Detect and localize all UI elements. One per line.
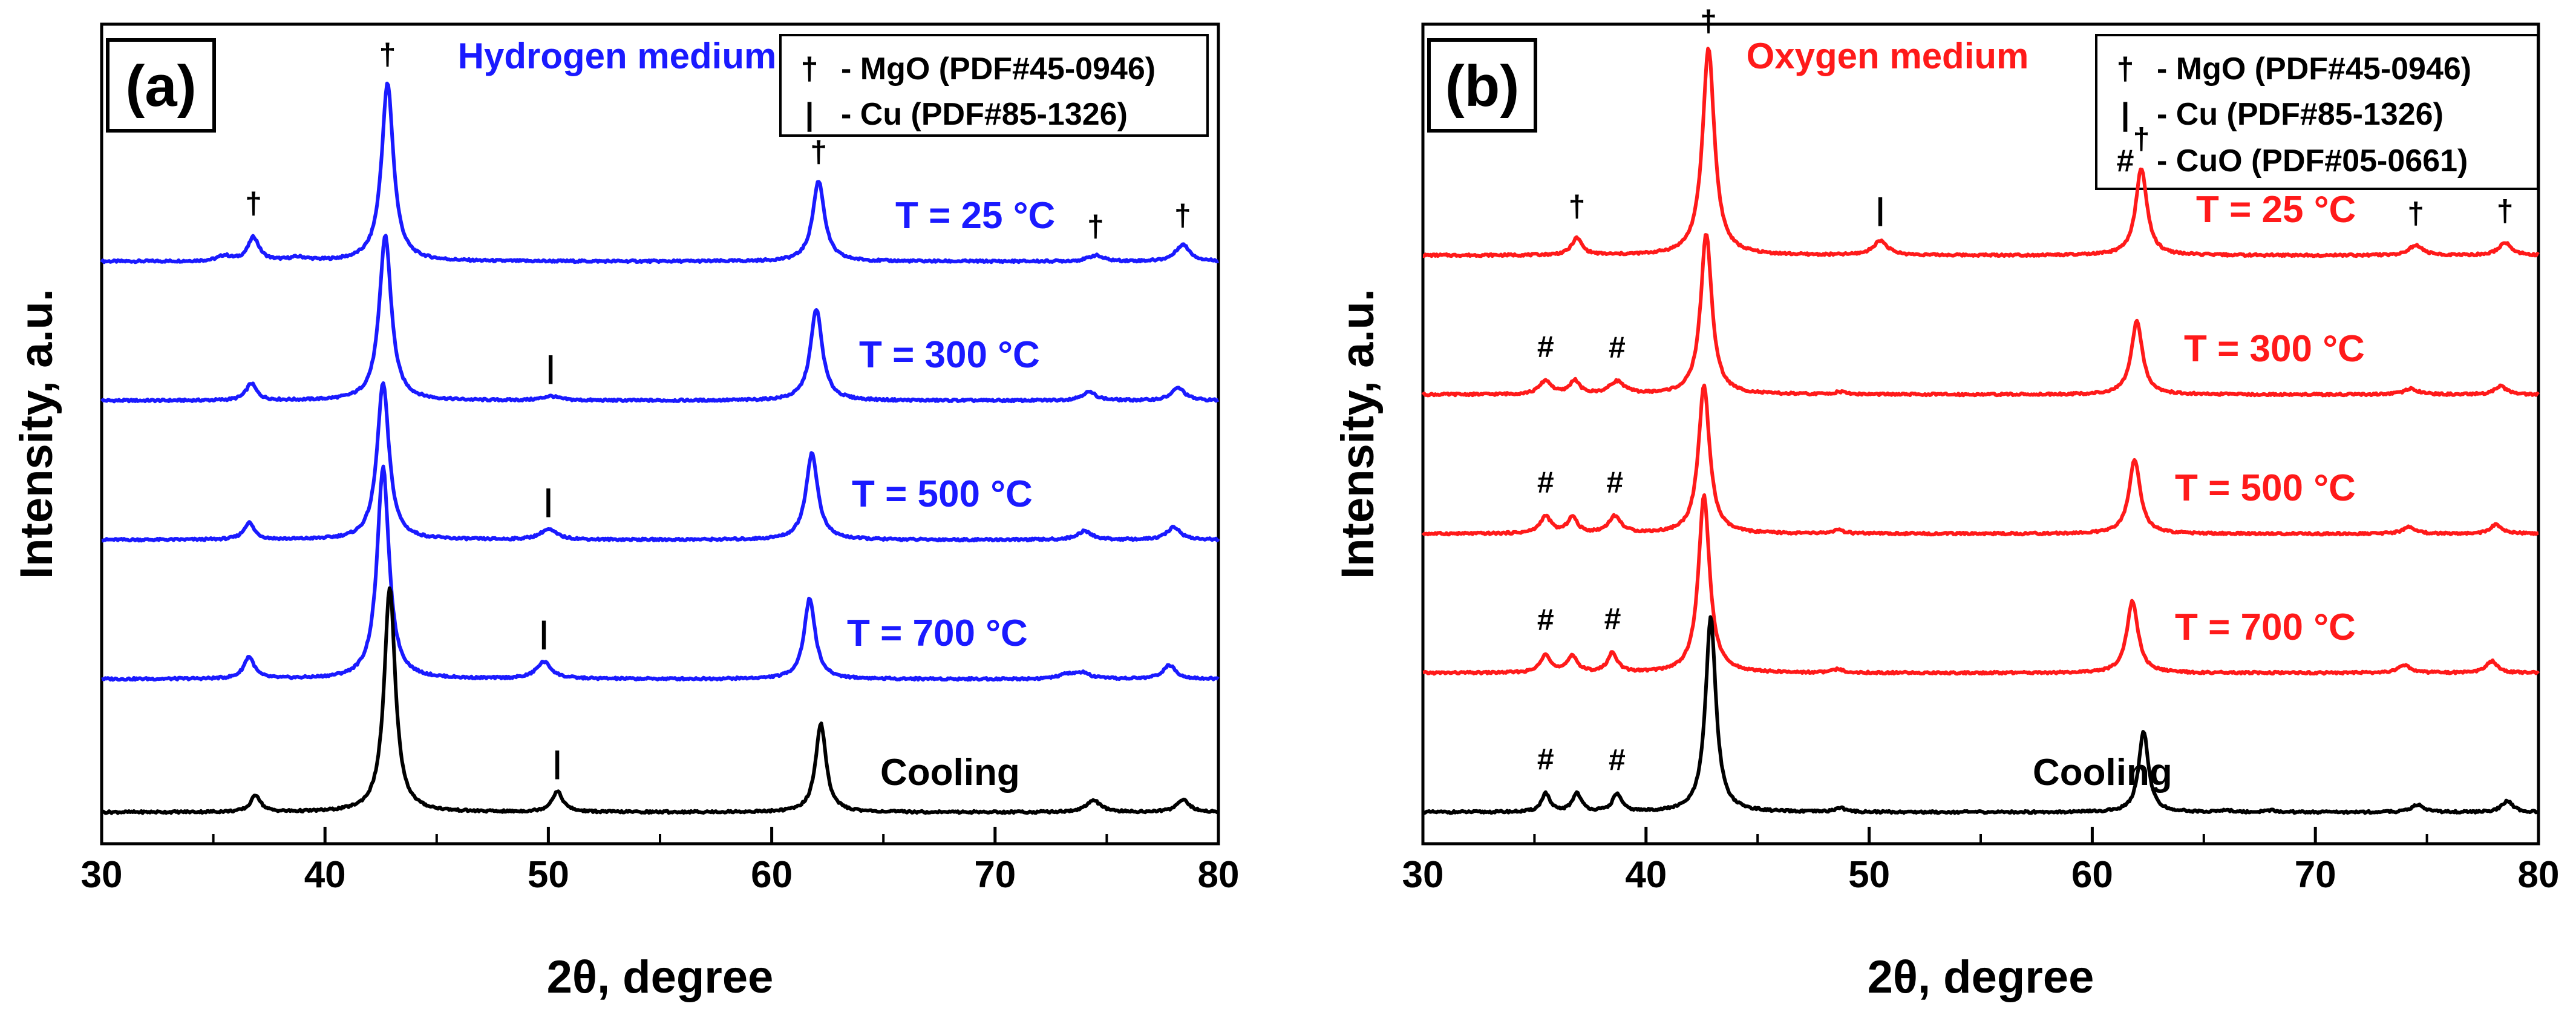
legend-entry: - Cu (PDF#85-1326) bbox=[2157, 97, 2444, 132]
panel-label: (b) bbox=[1445, 54, 1520, 119]
legend-symbol: | bbox=[2121, 97, 2130, 132]
peak-marker: † bbox=[2133, 122, 2150, 156]
panel-label-box bbox=[1427, 38, 1537, 133]
x-tick-label: 40 bbox=[1625, 854, 1667, 896]
x-tick-label: 70 bbox=[974, 854, 1016, 896]
panel-a-hydrogen: 30 40 50 60 70 80 2θ, degree Intensity, a.u. (a)… bbox=[11, 22, 1240, 1003]
y-axis-label: Intensity, a.u. bbox=[1332, 289, 1384, 579]
legend-entry: - MgO (PDF#45-0946) bbox=[2157, 51, 2471, 87]
series-label: T = 700 °C bbox=[2175, 606, 2356, 648]
series-line-t-300-c bbox=[1421, 233, 2540, 398]
peak-marker: # bbox=[1604, 602, 1621, 636]
peak-marker: | bbox=[553, 746, 561, 780]
x-tick-label: 60 bbox=[2071, 854, 2113, 896]
peak-marker: # bbox=[1609, 330, 1626, 364]
series-label: Cooling bbox=[2033, 752, 2172, 793]
peak-marker: # bbox=[1609, 743, 1626, 777]
x-tick-label: 70 bbox=[2295, 854, 2336, 896]
series-line-cooling bbox=[1421, 615, 2540, 815]
peak-marker: † bbox=[2407, 197, 2424, 231]
series-label: T = 500 °C bbox=[2175, 467, 2356, 509]
series-line-t-700-c bbox=[1422, 493, 2540, 676]
peak-marker: † bbox=[1569, 189, 1586, 223]
series-line-cooling bbox=[100, 586, 1220, 815]
series-label: T = 500 °C bbox=[852, 473, 1033, 515]
peak-marker: | bbox=[546, 350, 555, 384]
series-line-t-700-c bbox=[101, 464, 1220, 682]
legend-box bbox=[779, 34, 1209, 137]
peak-marker: † bbox=[1174, 199, 1191, 232]
peak-marker: † bbox=[2497, 194, 2514, 228]
peak-marker: # bbox=[1537, 330, 1554, 364]
panel-b-oxygen: 30 40 50 60 70 80 2θ, degree Intensity, a.u. (b)… bbox=[1332, 4, 2559, 1003]
x-tick-label: 30 bbox=[81, 854, 123, 896]
peak-marker: | bbox=[1876, 192, 1885, 226]
peak-marker: # bbox=[1537, 743, 1554, 777]
legend-entry: - CuO (PDF#05-0661) bbox=[2157, 143, 2468, 179]
series-line-t-300-c bbox=[100, 234, 1220, 404]
legend-box bbox=[2095, 34, 2539, 190]
series-line-t-500-c bbox=[101, 381, 1220, 543]
peak-marker: | bbox=[544, 484, 552, 518]
peak-marker: † bbox=[1700, 4, 1717, 38]
legend: † - MgO (PDF#45-0946) | - Cu (PDF#85-1326) bbox=[779, 34, 1209, 137]
peak-marker: # bbox=[1537, 465, 1554, 499]
series-label: T = 25 °C bbox=[2196, 189, 2356, 231]
x-axis-label: 2θ, degree bbox=[1868, 951, 2094, 1003]
medium-title: Hydrogen medium bbox=[458, 36, 777, 76]
y-axis-label: Intensity, a.u. bbox=[11, 289, 62, 579]
x-tick-label: 80 bbox=[1198, 854, 1240, 896]
plot-frame bbox=[100, 22, 1220, 846]
peak-marker: † bbox=[245, 186, 262, 220]
peak-marker: † bbox=[810, 135, 827, 169]
series-line-t-500-c bbox=[1421, 383, 2539, 537]
x-tick-label: 30 bbox=[1402, 854, 1444, 896]
x-tick-label: 40 bbox=[304, 854, 346, 896]
legend-symbol: # bbox=[2117, 143, 2134, 179]
series-label: Cooling bbox=[880, 752, 1020, 793]
peak-marker: | bbox=[540, 616, 548, 650]
panel-label: (a) bbox=[125, 54, 196, 119]
x-tick-label: 50 bbox=[1848, 854, 1890, 896]
series-label: T = 700 °C bbox=[847, 613, 1028, 654]
peak-marker: # bbox=[1606, 465, 1623, 499]
legend-entry: - MgO (PDF#45-0946) bbox=[841, 51, 1156, 87]
medium-title: Oxygen medium bbox=[1747, 36, 2029, 76]
legend-symbol: † bbox=[2117, 51, 2134, 87]
series-label: T = 300 °C bbox=[2184, 328, 2365, 370]
legend-symbol: | bbox=[805, 97, 814, 132]
legend-symbol: † bbox=[801, 51, 819, 87]
legend-entry: - Cu (PDF#85-1326) bbox=[841, 97, 1128, 132]
legend: † - MgO (PDF#45-0946) | - Cu (PDF#85-1326) #… bbox=[2095, 34, 2539, 190]
peak-marker: # bbox=[1537, 603, 1554, 637]
x-tick-label: 80 bbox=[2518, 854, 2560, 896]
series-line-t-25-c bbox=[1422, 47, 2540, 258]
x-tick-label: 50 bbox=[528, 854, 569, 896]
peak-marker: † bbox=[1087, 209, 1104, 243]
x-tick-label: 60 bbox=[751, 854, 793, 896]
x-axis-label: 2θ, degree bbox=[547, 951, 774, 1003]
peak-marker: † bbox=[379, 38, 396, 71]
series-line-t-25-c bbox=[100, 81, 1220, 264]
series-label: T = 300 °C bbox=[859, 334, 1040, 376]
panel-label-box bbox=[106, 38, 216, 133]
series-label: T = 25 °C bbox=[895, 195, 1055, 237]
